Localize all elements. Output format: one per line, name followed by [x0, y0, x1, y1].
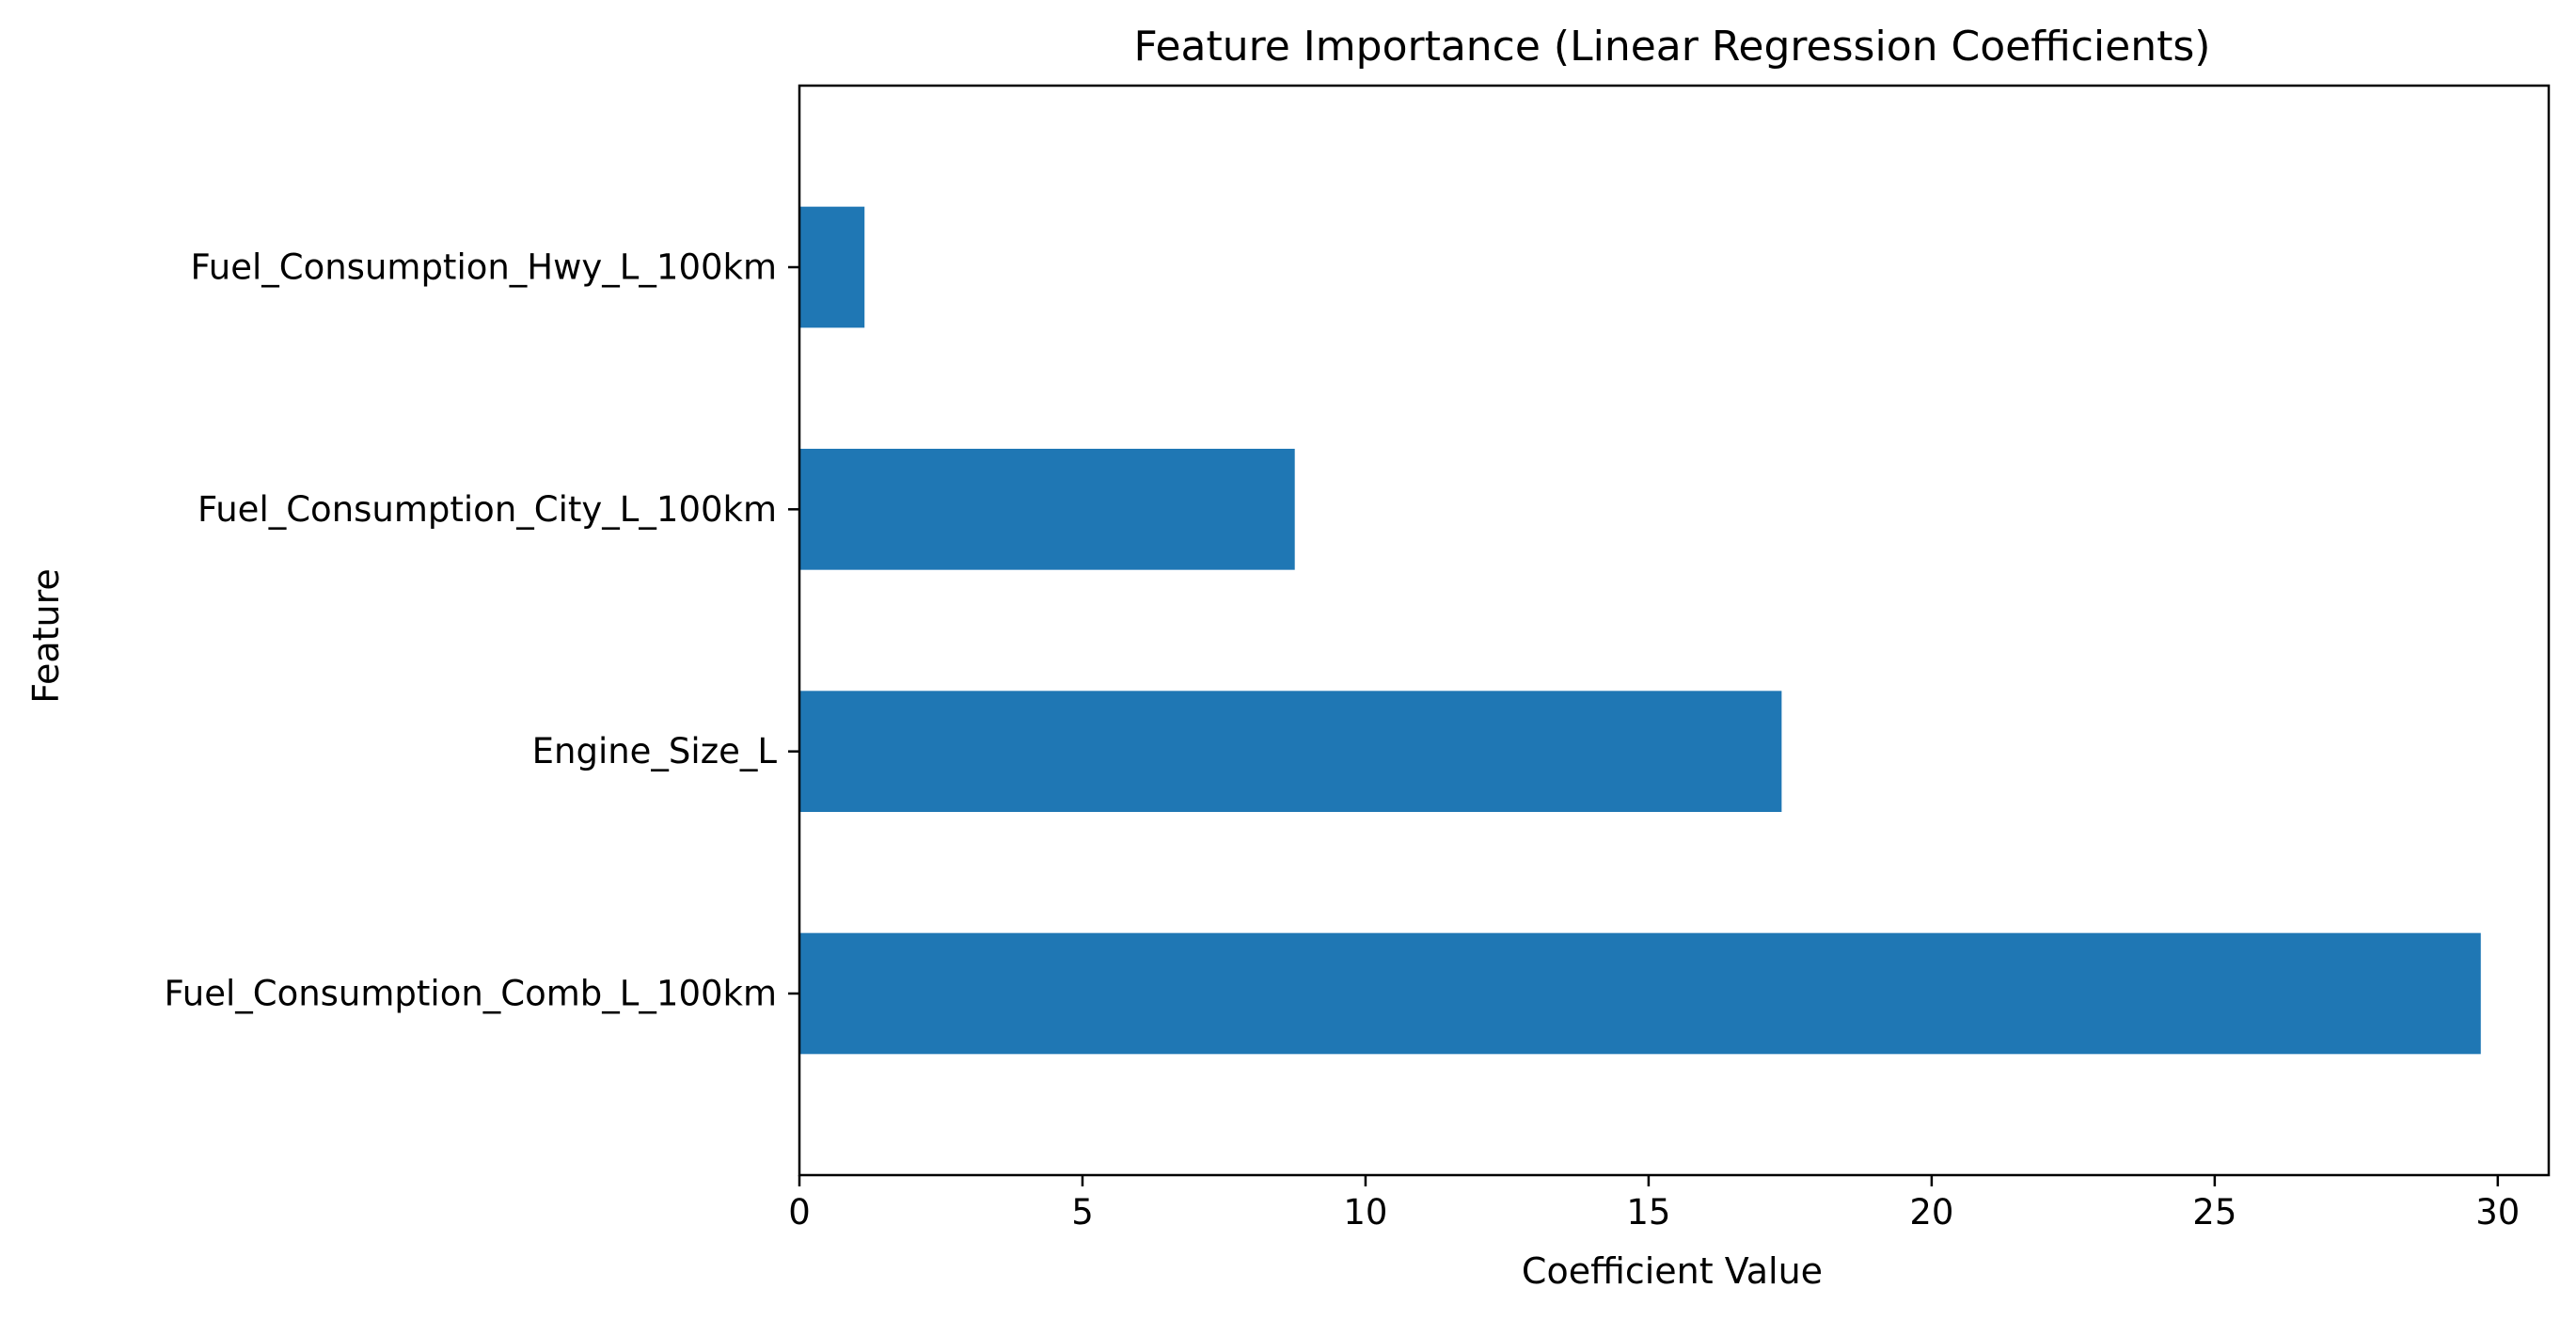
chart-title: Feature Importance (Linear Regression Co…	[1134, 23, 2211, 71]
y-tick-label: Fuel_Consumption_Hwy_L_100km	[191, 247, 778, 288]
y-axis-ticks: Fuel_Consumption_Comb_L_100km Engine_Size…	[164, 247, 799, 1014]
bar	[799, 932, 2481, 1055]
bar	[799, 449, 1295, 570]
x-tick-label: 0	[788, 1192, 811, 1233]
bars	[799, 206, 2481, 1055]
bar	[799, 206, 865, 328]
x-axis-ticks: 0 5 10 15 20 25 30	[788, 1175, 2520, 1233]
bar	[799, 691, 1782, 812]
x-tick-label: 25	[2192, 1192, 2236, 1233]
x-tick-label: 5	[1071, 1192, 1094, 1233]
y-tick-label: Fuel_Consumption_Comb_L_100km	[164, 974, 777, 1014]
y-tick-label: Fuel_Consumption_City_L_100km	[198, 489, 777, 530]
y-axis-label: Feature	[25, 568, 67, 704]
x-tick-label: 15	[1626, 1192, 1670, 1233]
y-tick-label: Engine_Size_L	[532, 731, 778, 771]
plot-area-frame	[798, 84, 2551, 1177]
x-tick-label: 30	[2475, 1192, 2520, 1233]
x-tick-label: 10	[1343, 1192, 1387, 1233]
x-axis-label: Coefficient Value	[1522, 1250, 1823, 1292]
x-tick-label: 20	[1909, 1192, 1953, 1233]
